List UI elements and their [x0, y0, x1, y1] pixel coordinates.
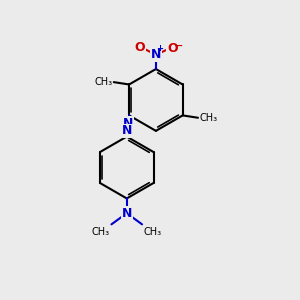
Text: CH₃: CH₃ — [143, 227, 162, 237]
Text: N: N — [122, 124, 132, 137]
Text: +: + — [156, 44, 163, 53]
Text: N: N — [122, 207, 132, 220]
Text: N: N — [151, 48, 161, 62]
Text: O: O — [167, 42, 178, 55]
Text: −: − — [174, 41, 183, 51]
Text: O: O — [135, 41, 145, 54]
Text: CH₃: CH₃ — [94, 77, 112, 87]
Text: CH₃: CH₃ — [92, 227, 110, 237]
Text: CH₃: CH₃ — [200, 113, 217, 123]
Text: N: N — [123, 117, 133, 130]
